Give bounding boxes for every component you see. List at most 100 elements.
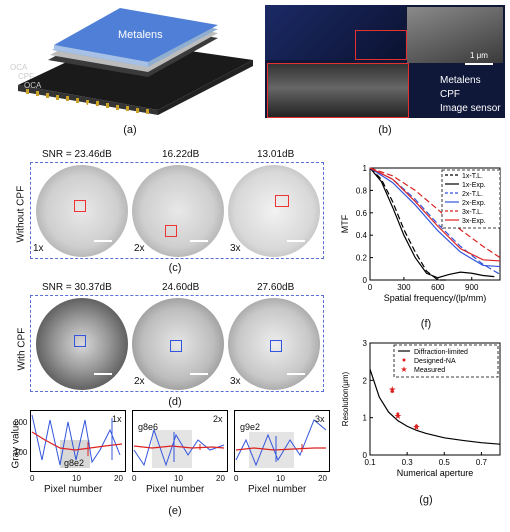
- c-without-cpf-label: Without CPF: [15, 185, 27, 243]
- e-group-g8e2: g8e2: [64, 458, 85, 468]
- res-ytick-label: 3: [363, 339, 368, 348]
- sensor-chip-illustration: [18, 8, 253, 115]
- mtf-xtick-label: 0: [368, 283, 373, 292]
- scale-1um-label: 1 μm: [470, 51, 488, 60]
- c-roi-2: [165, 225, 177, 237]
- mtf-ytick-label: 0.6: [356, 209, 368, 218]
- res-measured-star: ★: [388, 385, 396, 395]
- mtf-series-2x-t-l-: [369, 167, 501, 275]
- mtf-ytick-label: 0.8: [356, 186, 368, 195]
- c-image-3x: [228, 165, 320, 257]
- res-xlabel: Numerical aperture: [397, 468, 474, 478]
- c-image-2x: [132, 165, 224, 257]
- e3-tick-10: 10: [276, 474, 285, 483]
- mtf-legend-label: 1x-Exp.: [462, 182, 486, 189]
- res-xtick-label: 0.5: [439, 458, 451, 467]
- panel-a-caption: (a): [123, 124, 137, 136]
- d-roi-2: [170, 340, 182, 352]
- e3-xlabel: Pixel number: [248, 484, 307, 495]
- c-mag-2x: 2x: [134, 243, 145, 254]
- e-plot-2x: [132, 410, 228, 472]
- e-group-g8e6: g8e6: [138, 422, 159, 432]
- e-ytick-100: 100: [14, 448, 28, 457]
- oca-bottom-label: OCA: [24, 81, 42, 90]
- res-ytick-label: 0: [363, 451, 368, 460]
- e-mag-1x: 1x: [112, 414, 122, 424]
- e-plot-3x: [234, 410, 330, 472]
- b-cpf-label: CPF: [440, 89, 460, 100]
- e3-tick-20: 20: [318, 474, 327, 483]
- res-xtick-label: 0.7: [476, 458, 488, 467]
- d-snr-1: SNR = 30.37dB: [42, 282, 112, 293]
- c-snr-2: 16.22dB: [162, 149, 200, 160]
- pcb-board: [265, 5, 405, 60]
- panel-e-caption: (e): [168, 505, 182, 517]
- e-ytick-200: 200: [14, 418, 28, 427]
- mtf-xtick-label: 900: [465, 283, 479, 292]
- d-roi-3: [270, 340, 282, 352]
- mtf-ylabel: MTF: [340, 214, 350, 233]
- res-designed-point: [414, 424, 418, 428]
- e1-xlabel: Pixel number: [44, 484, 103, 495]
- e2-tick-10: 10: [174, 474, 183, 483]
- d-snr-2: 24.60dB: [162, 282, 200, 293]
- res-legend-label: Measured: [414, 367, 445, 374]
- res-legend-label: Diffraction-limited: [414, 349, 468, 356]
- panel-c-box: [30, 162, 324, 259]
- res-designed-point: [390, 390, 394, 394]
- mtf-xtick-label: 600: [431, 283, 445, 292]
- mtf-ytick-label: 0.4: [356, 231, 368, 240]
- e2-xlabel: Pixel number: [146, 484, 205, 495]
- c-scale-3: [287, 240, 305, 242]
- res-legend-label: Designed-NA: [414, 358, 456, 365]
- panel-d-caption: (d): [168, 396, 182, 408]
- d-scale-1: [94, 373, 112, 375]
- b-sensor-label: Image sensor: [440, 103, 501, 114]
- mtf-series-3x-t-l-: [369, 167, 501, 259]
- panel-g-caption: (g): [419, 494, 433, 506]
- panel-f-caption: (f): [420, 318, 432, 330]
- panel-b-photo: 1 μm Metalens CPF Image sensor: [265, 5, 505, 118]
- mtf-series-2x-exp-: [369, 167, 501, 268]
- zoom-box: [355, 30, 407, 60]
- d-mag-1x: 1x: [33, 376, 44, 387]
- mtf-legend-label: 3x-Exp.: [462, 218, 486, 225]
- e-mag-3x: 3x: [315, 414, 325, 424]
- res-legend-swatch: ★: [400, 365, 407, 374]
- mtf-series-3x-exp-: [369, 167, 501, 262]
- mtf-xlabel: Spatial frequency/(lp/mm): [384, 293, 487, 303]
- c-snr-1: SNR = 23.46dB: [42, 149, 112, 160]
- zoom-inset: [267, 63, 409, 118]
- c-mag-3x: 3x: [230, 243, 241, 254]
- res-measured-star: ★: [412, 422, 420, 432]
- mtf-series-1x-t-l-: [369, 167, 450, 281]
- d-scale-3: [287, 373, 305, 375]
- mtf-legend-label: 2x-T.L.: [462, 191, 483, 198]
- res-xtick-label: 0.1: [364, 458, 376, 467]
- e-group-g9e2: g9e2: [240, 422, 261, 432]
- mtf-ytick-label: 0: [363, 276, 368, 285]
- c-mag-1x: 1x: [33, 243, 44, 254]
- c-scale-1: [94, 240, 112, 242]
- d-with-cpf-label: With CPF: [16, 327, 28, 371]
- res-ytick-label: 1: [363, 414, 368, 423]
- oca-top-label: OCA: [10, 63, 28, 72]
- mtf-legend-label: 1x-T.L.: [462, 173, 483, 180]
- e1-tick-0: 0: [30, 474, 35, 483]
- d-snr-3: 27.60dB: [257, 282, 295, 293]
- d-scale-2: [190, 373, 208, 375]
- e2-tick-0: 0: [132, 474, 137, 483]
- mtf-legend-label: 3x-T.L.: [462, 209, 483, 216]
- mtf-legend-box: [441, 169, 501, 229]
- c-snr-3: 13.01dB: [257, 149, 295, 160]
- d-roi-1: [74, 335, 86, 347]
- c-roi-3: [275, 195, 289, 207]
- mtf-series-1x-exp-: [369, 167, 495, 279]
- e1-tick-20: 20: [114, 474, 123, 483]
- metalens-label: Metalens: [118, 29, 163, 41]
- e1-tick-10: 10: [72, 474, 81, 483]
- res-ytick-label: 2: [363, 376, 368, 385]
- res-legend-swatch: [402, 358, 406, 362]
